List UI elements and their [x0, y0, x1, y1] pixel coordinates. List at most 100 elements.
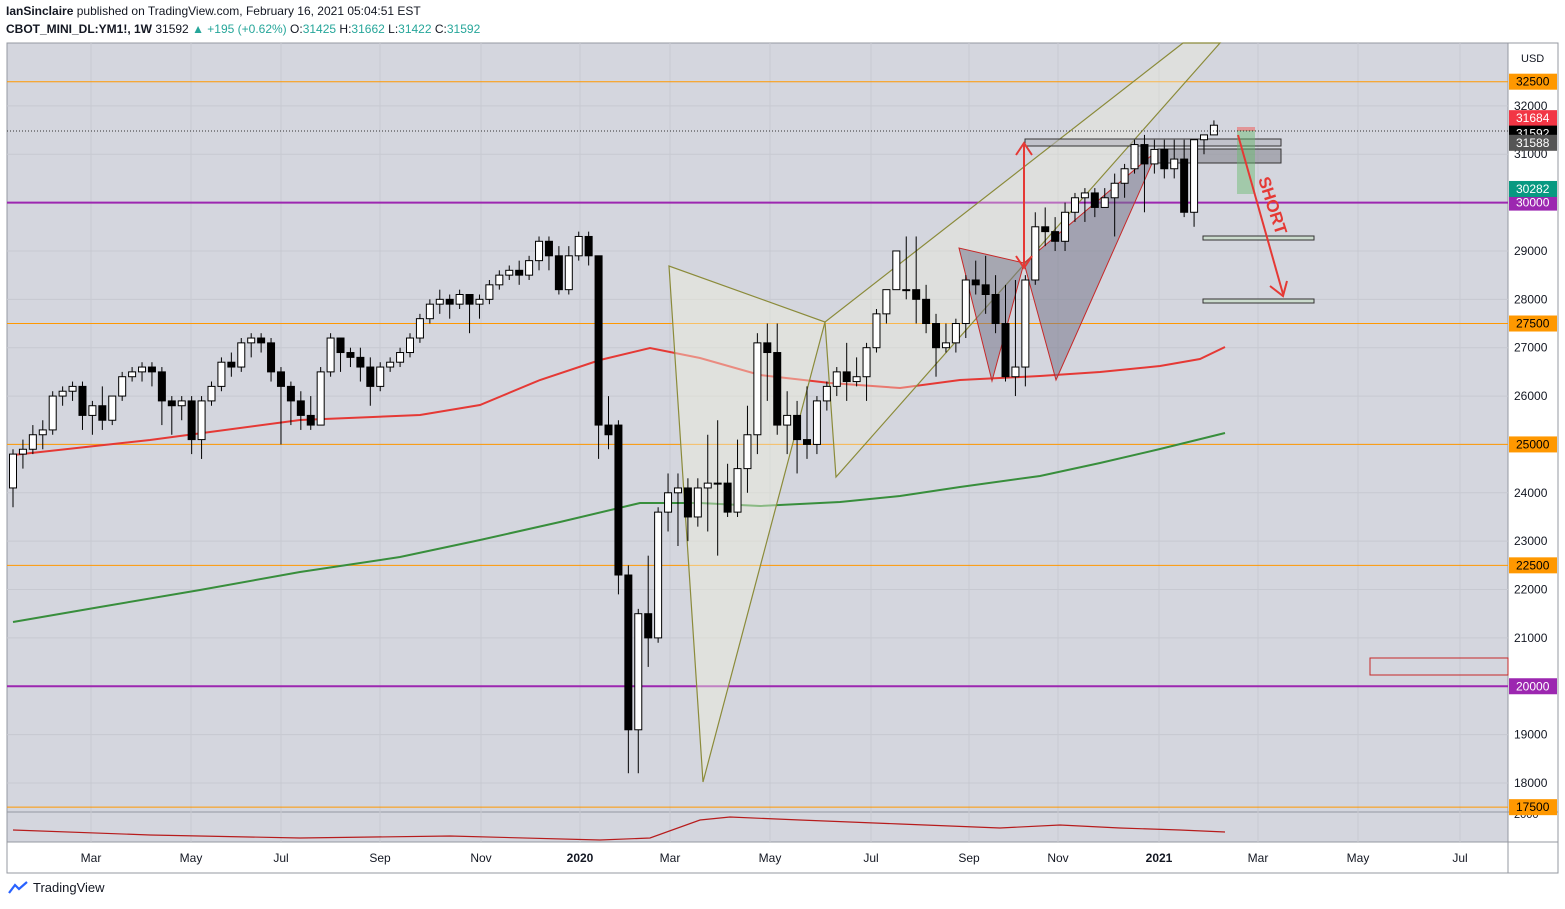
moving-average-red — [12, 346, 1226, 456]
candle-body — [1160, 148, 1169, 170]
target-zone-1 — [1202, 235, 1315, 241]
candle-body — [1031, 226, 1040, 281]
candle-body — [207, 385, 216, 402]
candle-body — [177, 400, 186, 407]
candle-body — [167, 400, 176, 407]
harmonic-triangle-1 — [668, 265, 826, 783]
time-tick: Jul — [1452, 851, 1467, 865]
level-label: 32500 — [1516, 75, 1550, 89]
candle-body — [763, 342, 772, 354]
candle-body — [713, 482, 722, 485]
measure-arrow-head-up — [1015, 141, 1033, 156]
tradingview-logo-icon — [8, 881, 28, 894]
harmonic-triangle-2 — [824, 42, 1222, 479]
candle-body — [564, 255, 573, 291]
level-label-bg — [1509, 194, 1557, 211]
candle-body — [1120, 168, 1129, 184]
candle-body — [683, 487, 692, 518]
candle-body — [1150, 148, 1159, 165]
publish-info: IanSinclaire published on TradingView.co… — [6, 4, 421, 18]
candle-body — [296, 400, 305, 416]
candle-body — [306, 414, 315, 426]
candle-body — [98, 405, 107, 421]
candle-body — [922, 298, 931, 325]
candle-body — [88, 405, 97, 416]
candle-body — [932, 323, 941, 349]
price-tick: 21000 — [1514, 631, 1548, 645]
candle-body — [1021, 279, 1030, 368]
candle-body — [525, 260, 534, 276]
candle-body — [9, 453, 17, 489]
candle-body — [624, 574, 633, 731]
price-label: 31588 — [1516, 136, 1550, 150]
candle-body — [822, 385, 831, 402]
candle-body — [157, 371, 166, 402]
candle-body — [1011, 366, 1020, 378]
price-tick: 23000 — [1514, 534, 1548, 548]
candle-body — [505, 269, 514, 276]
candle-body — [1041, 226, 1050, 233]
level-label-bg — [1509, 557, 1557, 574]
last-price: 31592 — [155, 22, 189, 36]
candle-body — [515, 269, 524, 276]
brand-text[interactable]: TradingView — [33, 880, 105, 895]
candle-body — [425, 303, 434, 320]
position-stop-zone — [1237, 127, 1255, 131]
close-label: C: — [434, 22, 447, 36]
time-axis: Mar May Jul Sep Nov 2020 Mar May Jul Sep Nov 2021 Ma… — [81, 851, 1468, 865]
candle-body — [396, 352, 405, 363]
candle-body — [28, 434, 37, 450]
candle-body — [584, 235, 593, 257]
candle-body — [693, 487, 702, 518]
time-tick: Mar — [81, 851, 102, 865]
level-label-bg — [1509, 315, 1557, 332]
author-name[interactable]: IanSinclaire — [6, 4, 74, 18]
candle-body — [227, 361, 236, 368]
candle-body — [812, 400, 821, 445]
candle-body — [48, 395, 57, 431]
candle-body — [773, 352, 782, 426]
candle-body — [1130, 144, 1139, 170]
candle-body — [495, 274, 504, 286]
time-tick: Mar — [1248, 851, 1269, 865]
candle-body — [1110, 182, 1119, 199]
candle-body — [197, 400, 206, 441]
candle-body — [217, 361, 226, 387]
indicator-line — [12, 816, 1226, 841]
time-tick: 2020 — [567, 851, 594, 865]
close-value: 31592 — [446, 22, 481, 36]
resistance-zone-1 — [1024, 138, 1282, 147]
candle-body — [803, 439, 811, 445]
symbol-name: CBOT_MINI_DL:YM1!, 1W — [6, 22, 153, 36]
candle-body — [733, 468, 742, 513]
candle-body — [912, 289, 921, 300]
time-tick: May — [180, 851, 203, 865]
candle-body — [455, 293, 464, 305]
candle-body — [68, 385, 77, 392]
published-text: published on TradingView.com, February 1… — [76, 4, 421, 18]
candle-body — [1070, 197, 1079, 213]
candle-body — [842, 371, 851, 383]
price-tick: 19000 — [1514, 728, 1548, 742]
candle-body — [366, 366, 375, 387]
candle-body — [1209, 124, 1218, 136]
candle-body — [783, 414, 792, 426]
candle-body — [247, 337, 256, 344]
footer: TradingView — [8, 880, 105, 895]
candle-body — [832, 371, 841, 387]
candle-body — [356, 356, 365, 368]
candle-body — [535, 240, 544, 262]
price-tick: 22000 — [1514, 583, 1548, 597]
candle-body — [1061, 211, 1070, 242]
candle-body — [346, 352, 355, 358]
candle-body — [594, 255, 603, 426]
time-tick: Sep — [958, 851, 980, 865]
candle-body — [386, 361, 395, 368]
candle-body — [1140, 144, 1149, 165]
candle-body — [58, 390, 67, 397]
candle-body — [723, 482, 732, 513]
candle-body — [38, 429, 47, 436]
candle-body — [18, 448, 27, 455]
level-label: 22500 — [1516, 558, 1550, 572]
